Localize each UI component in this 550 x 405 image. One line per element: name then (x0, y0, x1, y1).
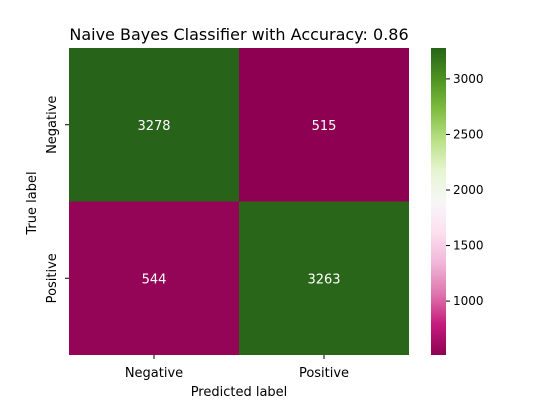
cell-value-1-0: 544 (142, 272, 167, 287)
heatmap-cell-0-0 (69, 48, 239, 202)
y-axis-label: True label (25, 171, 40, 235)
colorbar-tick-label-0: 1000 (453, 294, 484, 308)
heatmap-cell-1-0 (69, 201, 239, 355)
y-tick-label-1: Positive (45, 253, 60, 303)
colorbar-tick-label-4: 3000 (453, 72, 484, 86)
cell-value-1-1: 3263 (307, 272, 340, 287)
x-axis-label: Predicted label (191, 385, 288, 400)
colorbar-tick-label-3: 2500 (453, 127, 484, 141)
chart-title: Naive Bayes Classifier with Accuracy: 0.… (69, 25, 408, 44)
colorbar-tick-label-1: 1500 (453, 239, 484, 253)
cell-value-0-1: 515 (312, 119, 337, 134)
y-tick-label-0: Negative (45, 96, 60, 154)
x-tick-label-0: Negative (125, 366, 183, 381)
x-tick-label-1: Positive (299, 366, 349, 381)
heatmap-cell-0-1 (239, 48, 409, 202)
colorbar-tick-label-2: 2000 (453, 183, 484, 197)
heatmap-cell-1-1 (239, 201, 409, 355)
colorbar (431, 48, 446, 355)
cell-value-0-0: 3278 (137, 119, 170, 134)
